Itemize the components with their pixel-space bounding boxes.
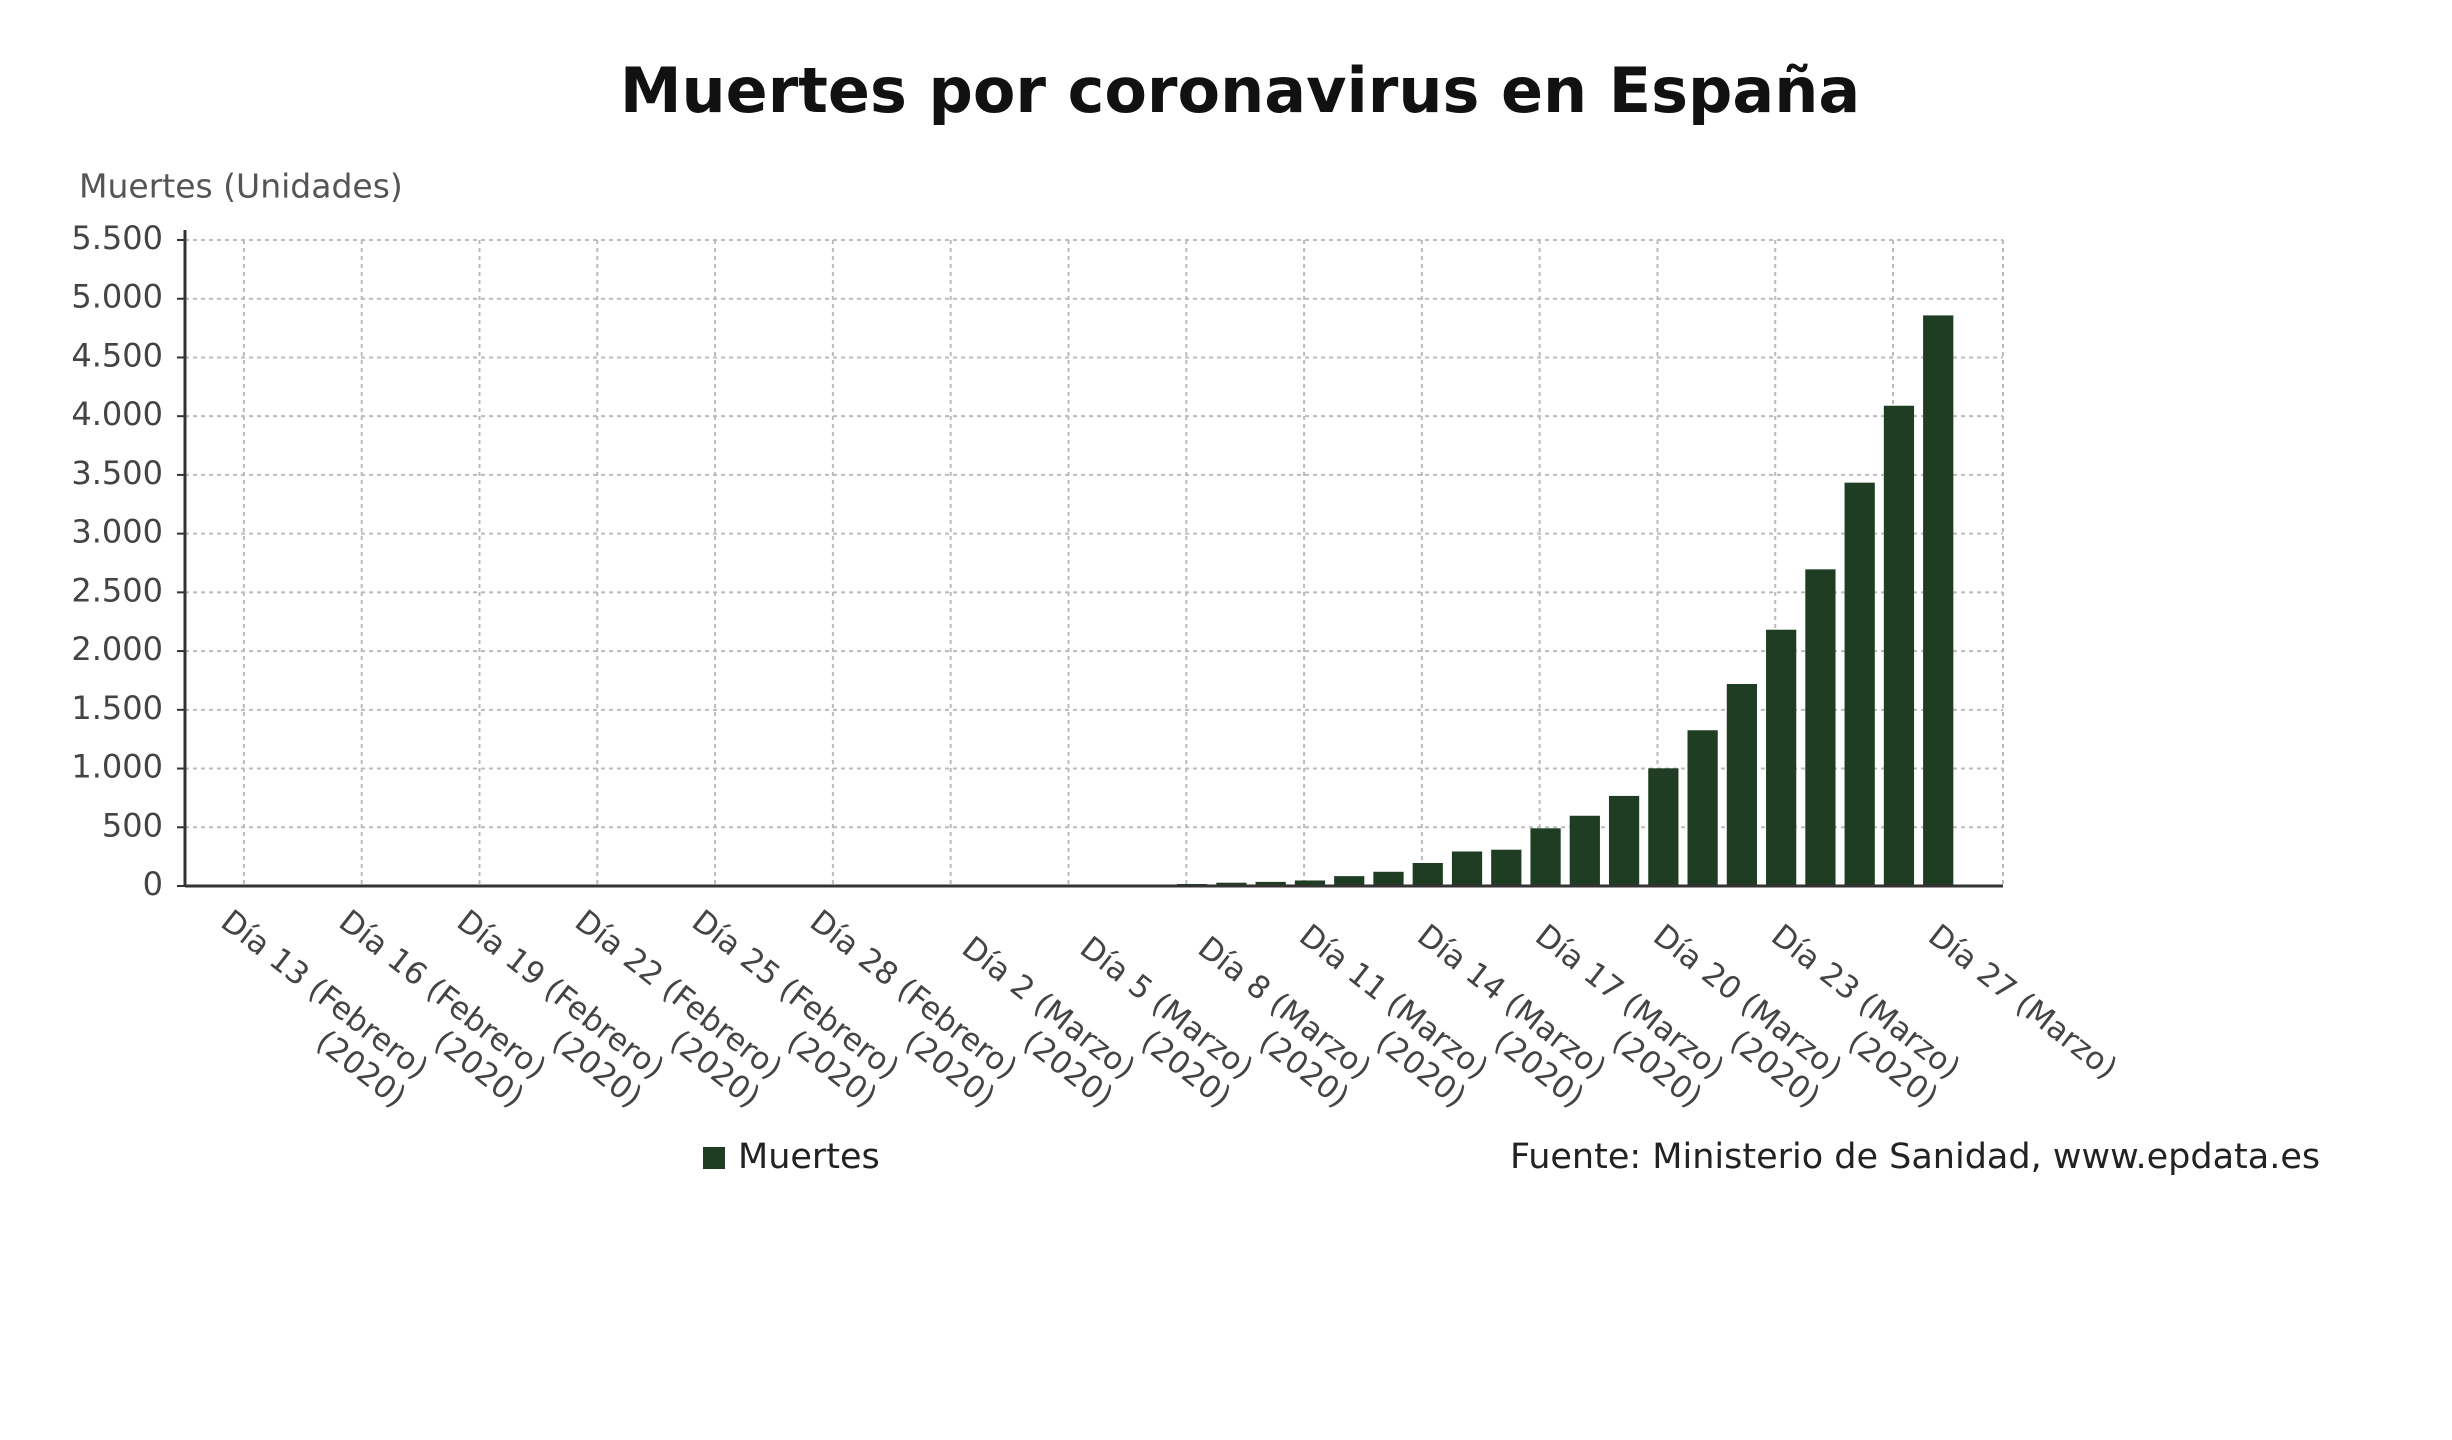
y-tick-label: 3.000 [71,513,163,551]
source: Fuente: Ministerio de Sanidad, www.epdat… [1510,1137,2320,1177]
bar [1923,315,1954,886]
y-tick-label: 2.500 [71,571,163,609]
bar [1805,569,1836,886]
bar [1648,768,1679,886]
bar [1530,828,1561,886]
legend-swatch [703,1147,725,1169]
bar [1491,849,1522,886]
bar [1569,815,1600,886]
bar [1255,881,1286,886]
y-tick-label: 5.000 [71,278,163,316]
bar [1216,882,1247,886]
y-tick-label: 3.500 [71,454,163,492]
y-tick-label: 0 [143,865,163,903]
bar [1844,482,1875,886]
bar [1766,629,1797,886]
bar [1608,795,1640,886]
bar [1294,880,1326,886]
bar [1451,851,1483,886]
y-tick-label: 500 [102,806,163,844]
bar [1412,862,1443,886]
y-tick-label: 1.000 [71,748,163,786]
y-tick-label: 4.000 [71,395,163,433]
bar [1687,730,1718,886]
bar [1883,405,1915,886]
y-tick-label: 1.500 [71,689,163,727]
bar [1334,876,1365,886]
bar [1726,683,1758,886]
bar [1373,871,1404,886]
y-tick-label: 4.500 [71,336,163,374]
y-tick-label: 5.500 [71,219,163,257]
y-axis-label: Muertes (Unidades) [79,167,403,206]
y-tick-label: 2.000 [71,630,163,668]
chart-title: Muertes por coronavirus en España [620,54,1860,127]
legend-label: Muertes [738,1137,880,1177]
